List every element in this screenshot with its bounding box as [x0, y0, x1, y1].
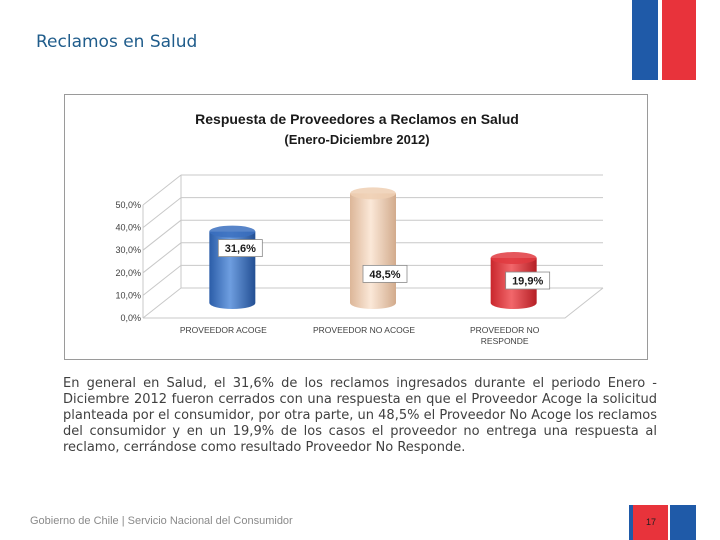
category-label-0-0: PROVEEDOR ACOGE — [180, 325, 267, 335]
page-title: Reclamos en Salud — [36, 32, 198, 52]
bar-top-2 — [490, 252, 537, 265]
flag-blue-block-bottom — [670, 505, 696, 540]
bar-top-0 — [209, 225, 256, 238]
chart-subtitle: (Enero-Diciembre 2012) — [284, 132, 429, 147]
category-label-1-0: PROVEEDOR NO ACOGE — [313, 325, 415, 335]
gridline-side-4 — [142, 197, 182, 228]
flag-blue-stripe — [632, 0, 658, 80]
gridline-side-3 — [142, 219, 182, 251]
bar-0 — [209, 225, 256, 309]
body-paragraph: En general en Salud, el 31,6% de los rec… — [63, 376, 657, 456]
y-tick-label-3: 30,0% — [115, 245, 141, 255]
y-tick-label-2: 20,0% — [115, 268, 141, 278]
data-label-box-1 — [362, 264, 408, 283]
flag-blue-stripe-bottom — [629, 505, 633, 540]
gridline-side-2 — [142, 242, 182, 274]
gridline-side-5 — [142, 174, 182, 206]
data-label-box-0 — [217, 239, 263, 257]
floor-edge — [143, 287, 604, 319]
data-label-2: 19,9% — [512, 276, 543, 288]
category-label-2-1: RESPONDE — [481, 336, 529, 346]
bar-body-1 — [350, 193, 396, 309]
data-label-1: 48,5% — [369, 269, 400, 281]
data-label-0: 31,6% — [225, 243, 256, 255]
chart-frame: Respuesta de Proveedores a Reclamos en S… — [64, 94, 648, 360]
page-number: 17 — [645, 517, 656, 527]
y-tick-label-0: 0,0% — [120, 313, 141, 323]
flag-white-stripe — [658, 0, 662, 80]
flag-red-stripe — [662, 0, 696, 80]
y-tick-label-5: 50,0% — [115, 200, 141, 210]
gridline-side-1 — [142, 265, 182, 296]
flag-accent-top — [632, 0, 696, 80]
data-label-box-2 — [505, 271, 551, 290]
y-tick-label-1: 10,0% — [115, 290, 141, 300]
category-label-2-0: PROVEEDOR NO — [470, 325, 540, 335]
chart-title: Respuesta de Proveedores a Reclamos en S… — [195, 111, 519, 127]
bar-1 — [350, 187, 396, 309]
bar-chart: Respuesta de Proveedores a Reclamos en S… — [115, 111, 604, 346]
flag-accent-bottom — [629, 505, 696, 540]
gridline-side-0 — [142, 287, 182, 319]
bar-top-1 — [350, 187, 396, 200]
y-tick-label-4: 40,0% — [115, 223, 141, 233]
flag-red-stripe-bottom — [633, 505, 668, 540]
footer-organization: Gobierno de Chile | Servicio Nacional de… — [30, 515, 293, 527]
